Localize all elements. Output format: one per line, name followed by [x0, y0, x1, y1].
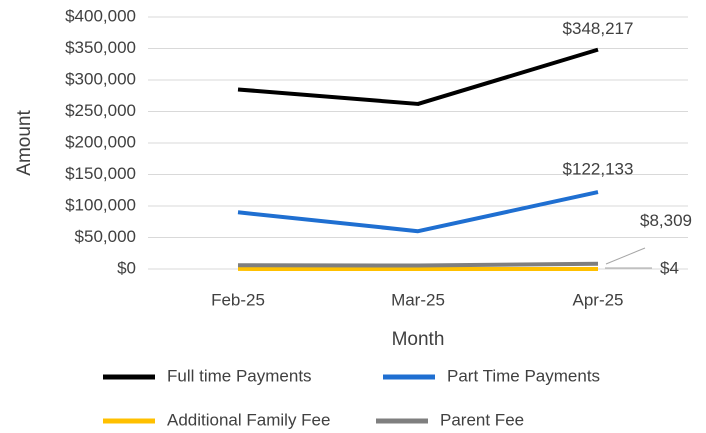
- y-tick-label: $350,000: [65, 38, 136, 57]
- legend-label: Full time Payments: [167, 366, 312, 385]
- y-tick-label: $0: [117, 258, 136, 277]
- legend-label: Parent Fee: [440, 410, 524, 429]
- legend-label: Additional Family Fee: [167, 410, 330, 429]
- data-label: $122,133: [563, 160, 634, 179]
- x-tick-label: Apr-25: [572, 290, 623, 309]
- y-tick-label: $300,000: [65, 69, 136, 88]
- leader-line: [605, 247, 646, 265]
- y-tick-label: $250,000: [65, 101, 136, 120]
- y-tick-label: $50,000: [75, 227, 136, 246]
- y-tick-label: $200,000: [65, 132, 136, 151]
- legend-label: Part Time Payments: [447, 366, 600, 385]
- x-axis-title: Month: [392, 329, 445, 350]
- data-label: $4: [660, 258, 679, 277]
- x-tick-label: Feb-25: [211, 290, 265, 309]
- line: [237, 190, 599, 234]
- y-tick-label: $100,000: [65, 195, 136, 214]
- y-axis-title: Amount: [14, 110, 35, 176]
- line: [237, 47, 599, 106]
- y-tick-label: $150,000: [65, 164, 136, 183]
- x-tick-label: Mar-25: [391, 290, 445, 309]
- data-label: $8,309: [640, 211, 692, 230]
- data-label: $348,217: [563, 19, 634, 38]
- line: [237, 261, 599, 268]
- y-tick-label: $400,000: [65, 6, 136, 25]
